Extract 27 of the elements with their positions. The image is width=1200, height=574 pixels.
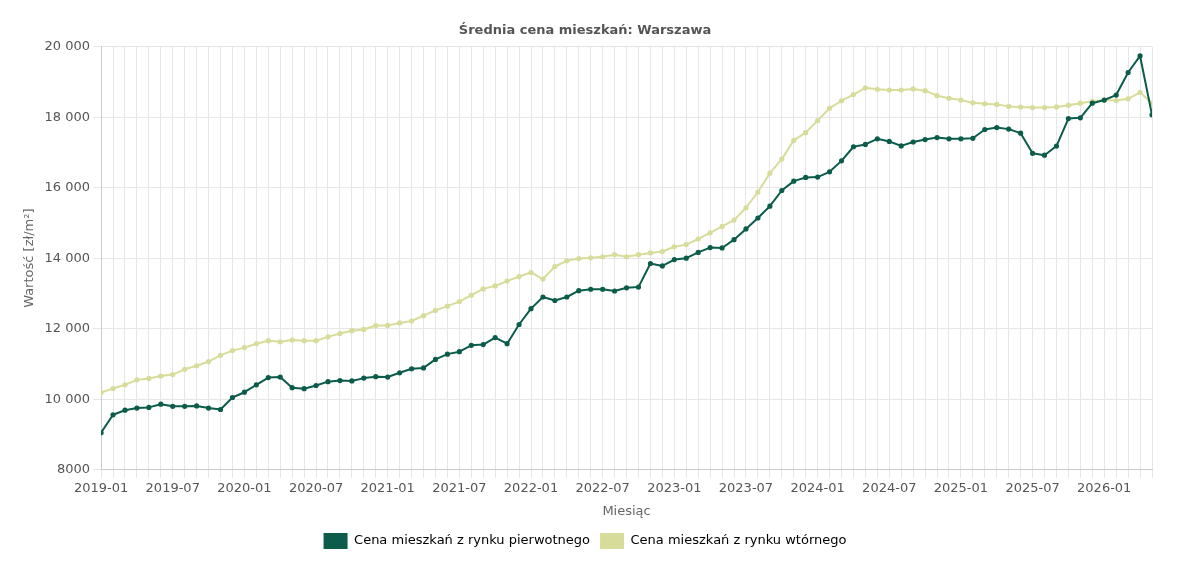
- x-tick-label: 2025-01: [933, 479, 989, 495]
- x-tick-label: 2019-01: [73, 479, 129, 495]
- x-tick-label: 2023-01: [647, 479, 702, 495]
- x-tick-label: 2019-07: [145, 479, 200, 495]
- x-tick-label: 2022-07: [575, 479, 630, 495]
- chart-title: Średnia cena mieszkań: Warszawa: [458, 22, 712, 38]
- x-tick-label: 2021-07: [432, 479, 487, 495]
- x-tick-label: 2026-01: [1077, 479, 1132, 495]
- x-tick-label: 2022-01: [503, 479, 559, 495]
- x-tick-label: 2024-01: [790, 479, 845, 495]
- y-tick-label: 18 000: [44, 108, 91, 124]
- legend-label: Cena mieszkań z rynku pierwotnego: [354, 532, 591, 548]
- x-axis-title: Miesiąc: [602, 502, 651, 518]
- x-tick-label: 2023-07: [718, 479, 774, 495]
- y-axis-title: Wartość [zł/m²]: [21, 208, 37, 308]
- x-tick-label: 2025-07: [1005, 479, 1060, 495]
- y-tick-label: 10 000: [44, 390, 91, 406]
- x-tick-label: 2024-07: [862, 479, 917, 495]
- x-tick-label: 2020-07: [288, 479, 344, 495]
- legend-label: Cena mieszkań z rynku wtórnego: [630, 532, 847, 548]
- y-tick-label: 14 000: [44, 249, 91, 265]
- y-tick-label: 16 000: [44, 179, 91, 195]
- x-tick-label: 2020-01: [217, 479, 272, 495]
- y-tick-label: 8000: [56, 461, 91, 477]
- y-tick-label: 20 000: [44, 37, 91, 53]
- x-tick-label: 2021-01: [360, 479, 415, 495]
- y-tick-label: 12 000: [44, 320, 91, 336]
